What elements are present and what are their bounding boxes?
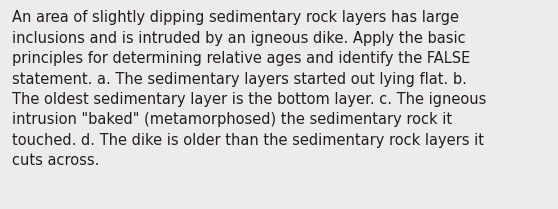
- Text: An area of slightly dipping sedimentary rock layers has large
inclusions and is : An area of slightly dipping sedimentary …: [12, 10, 487, 168]
